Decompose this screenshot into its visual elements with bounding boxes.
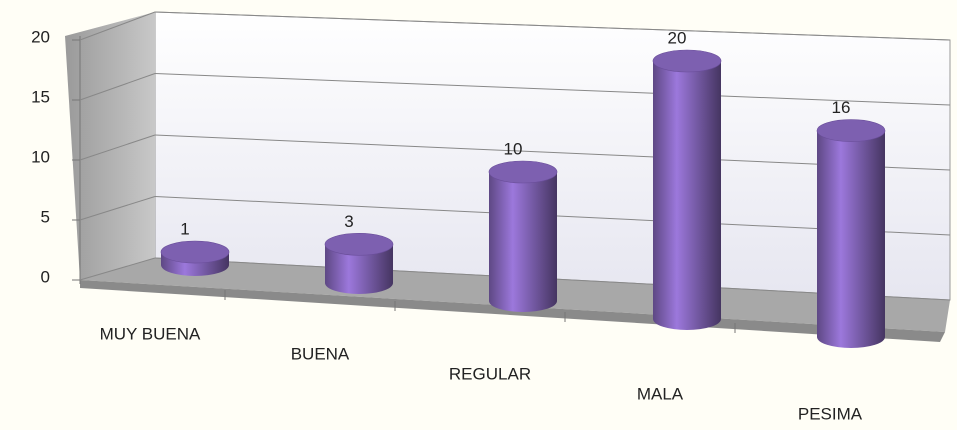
value-label: 3 [344,212,353,231]
y-tick-label: 5 [41,207,50,226]
grid-line [79,73,156,101]
bar [652,49,722,330]
x-tick-label: REGULAR [449,364,531,383]
grid-line [154,11,951,41]
x-tick-label: MALA [637,384,684,403]
cylinder-top [816,119,886,142]
grid-line [79,257,156,281]
grid-line [154,73,951,106]
value-label: 20 [668,28,687,47]
cylinder-top [324,233,394,256]
y-tick-label: 15 [31,87,50,106]
bar [488,160,558,312]
value-label: 10 [504,139,523,158]
bar [324,233,394,294]
cylinder-body [325,244,393,294]
y-tick-label: 10 [31,147,50,166]
cylinder-body [817,130,885,348]
bar [816,119,886,348]
grid-line [79,11,156,41]
cylinder-top [652,49,722,73]
bar [160,240,230,276]
x-tick-label: PESIMA [798,404,863,423]
y-tick-label: 20 [31,27,50,46]
grid-line [79,196,156,221]
cylinder-body [653,61,721,330]
value-label: 1 [180,220,189,239]
cylinder-top [160,240,230,264]
x-tick-label: BUENA [291,344,350,363]
cylinder-body [489,172,557,312]
x-tick-label: MUY BUENA [100,324,201,343]
grid-line [79,134,156,161]
y-tick-label: 0 [41,267,50,286]
side-wall [65,12,155,280]
value-label: 16 [832,98,851,117]
cylinder-top [488,160,558,184]
